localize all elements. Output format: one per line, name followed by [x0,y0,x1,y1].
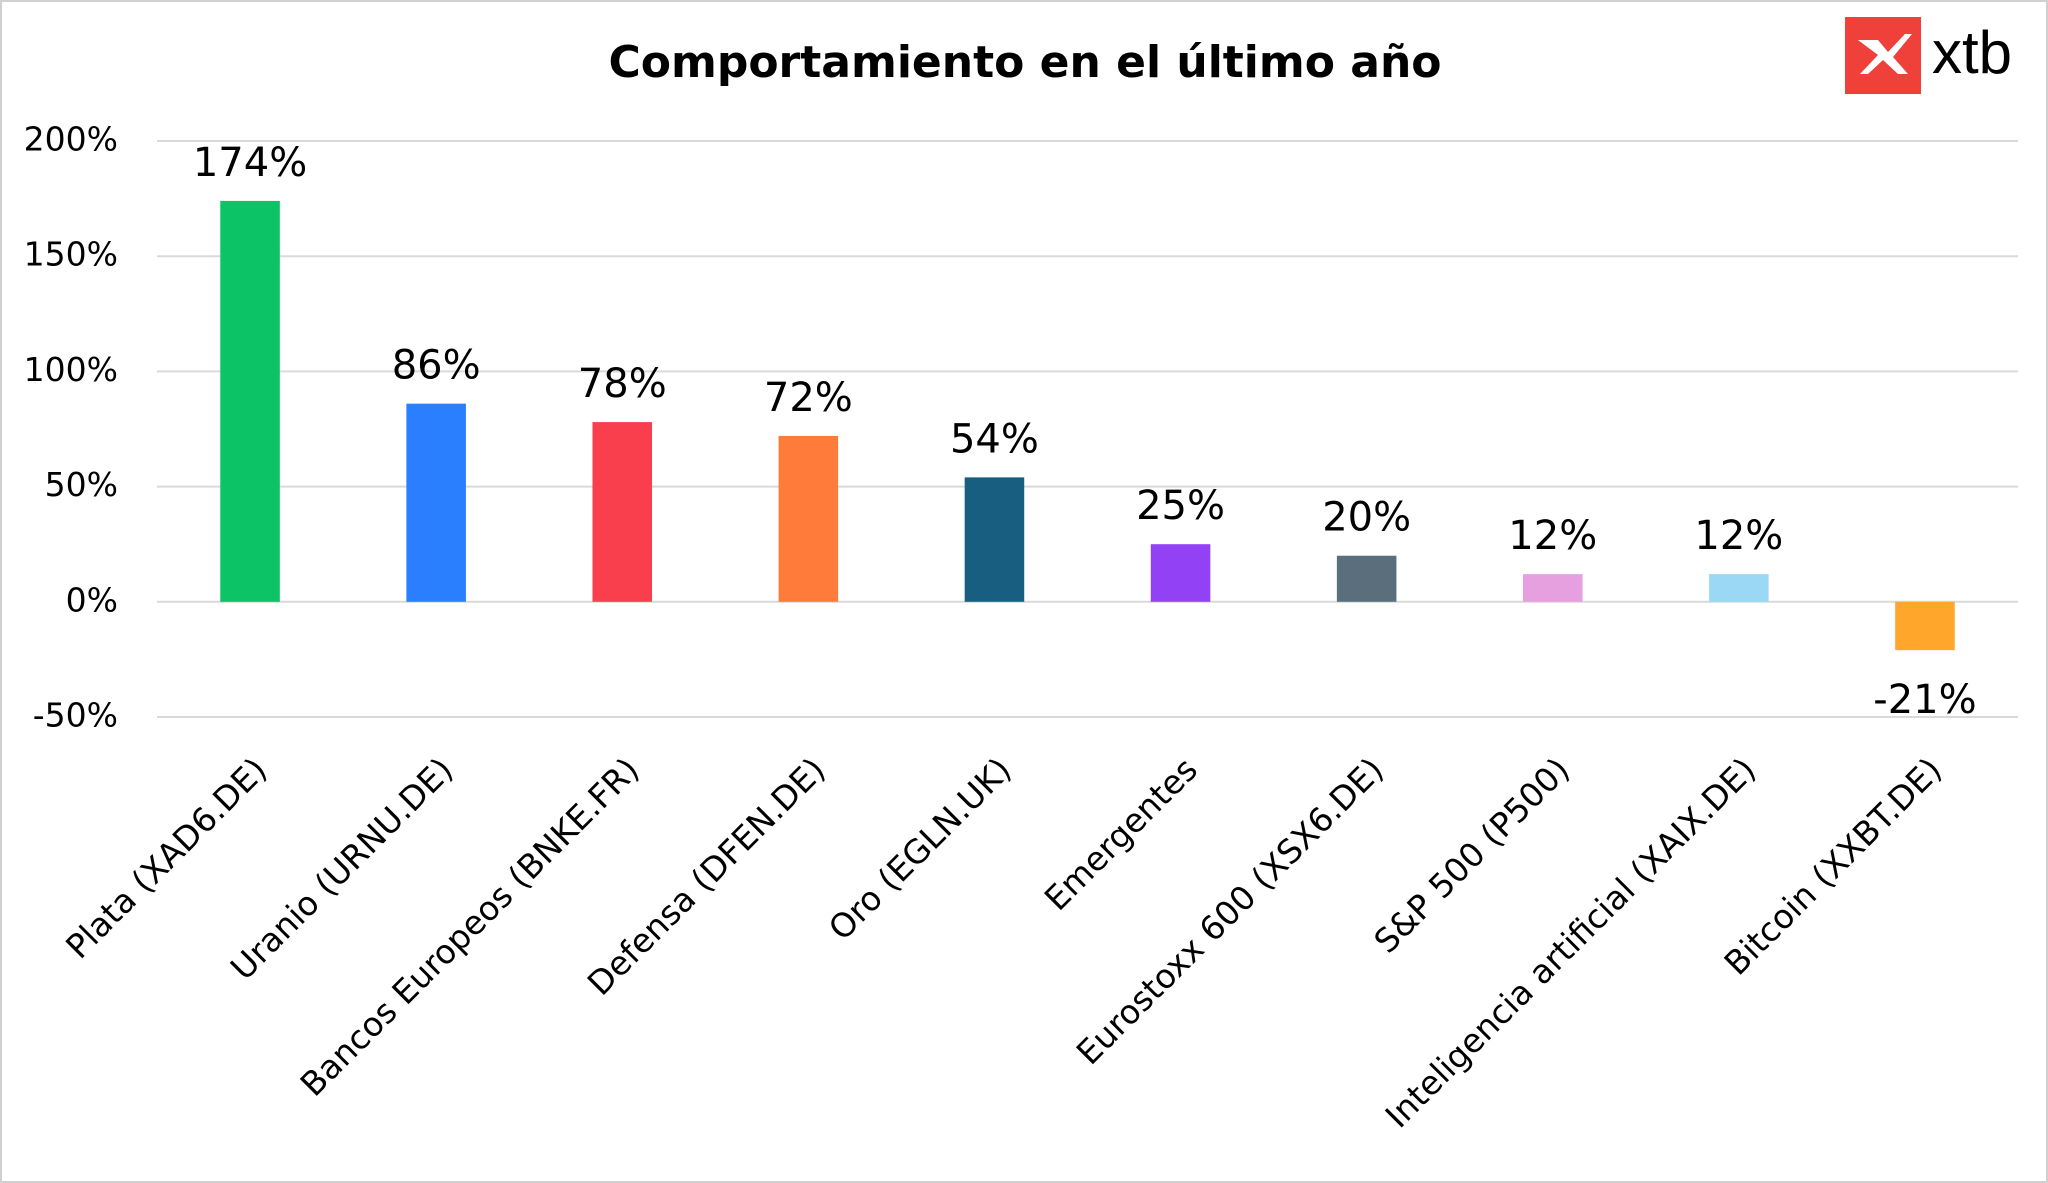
value-label: 86% [392,343,481,389]
logo-text: xtb [1932,19,2012,86]
value-label: 174% [193,140,307,186]
logo: xtb [1845,17,2012,94]
value-label: 25% [1136,483,1225,529]
bar [1150,544,1211,602]
y-tick-label: 200% [24,120,118,159]
y-tick-label: 0% [66,580,118,619]
y-tick-label: 100% [24,350,118,389]
y-tick-label: 50% [45,465,118,504]
logo-icon [1858,34,1912,74]
bar [1522,574,1583,602]
bar [1336,555,1397,602]
bar [406,403,466,602]
value-label: 12% [1508,513,1597,559]
value-label: 20% [1322,495,1411,541]
value-label: 72% [764,375,853,421]
value-label: 54% [950,416,1039,462]
y-tick-label: -50% [33,696,118,735]
y-tick-label: 150% [24,235,118,274]
value-label: -21% [1873,677,1976,723]
bar [1895,601,1955,651]
value-label: 78% [578,361,667,407]
bar [592,422,653,602]
value-label: 12% [1694,513,1783,559]
bar [1709,574,1769,602]
bar [220,200,280,602]
chart-title: Comportamiento en el último año [608,37,1441,88]
bar [778,435,839,602]
bar [964,477,1025,602]
